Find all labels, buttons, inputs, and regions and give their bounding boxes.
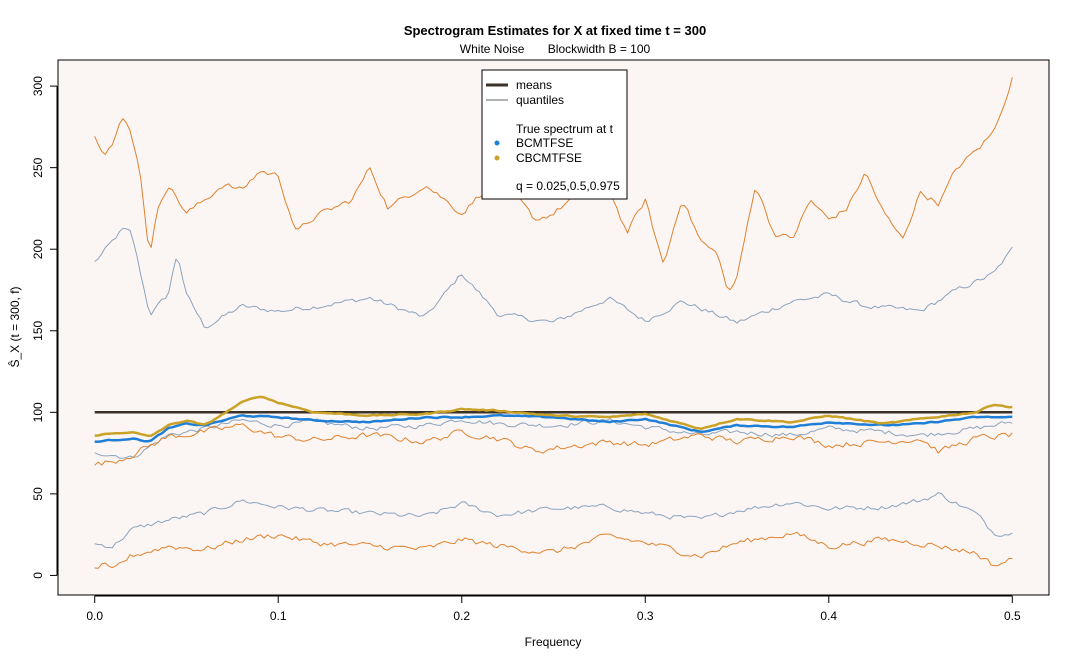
legend-bcmtfse-label: BCMTFSE <box>516 136 573 150</box>
x-axis: 0.0 0.1 0.2 0.3 0.4 0.5 <box>86 595 1021 623</box>
legend-quantiles-label: quantiles <box>516 93 564 107</box>
series-line-bcmtfse-q0-025 <box>94 492 1013 549</box>
series-line-cbcmtfse-q0-5 <box>94 423 1013 466</box>
series-line-bcmtfse-q0-5 <box>94 418 1013 459</box>
x-tick-label: 0.1 <box>270 609 287 623</box>
legend-means-label: means <box>516 78 552 92</box>
legend-bcmtfse-dot <box>494 140 500 146</box>
x-tick-label: 0.5 <box>1004 609 1021 623</box>
legend: means quantiles True spectrum at t BCMTF… <box>481 69 628 200</box>
x-tick-label: 0.3 <box>637 609 654 623</box>
legend-box <box>481 69 628 200</box>
chart-subtitle: White Noise Blockwidth B = 100 <box>460 42 651 56</box>
series-line-bcmtfse-q0-975 <box>94 227 1013 329</box>
y-axis-label: Ŝ_X (t = 300, f) <box>7 286 22 367</box>
y-axis: 0 50 100 150 200 250 300 <box>31 76 58 579</box>
x-tick-label: 0.0 <box>86 609 103 623</box>
series-line-cbcmtfse-q0-025 <box>94 531 1013 569</box>
plot-frame <box>57 59 1050 596</box>
y-tick-label: 300 <box>31 76 45 96</box>
legend-cbcmtfse-dot <box>494 155 500 161</box>
chart-title: Spectrogram Estimates for X at fixed tim… <box>404 23 706 38</box>
legend-heading: True spectrum at t <box>516 122 614 136</box>
x-tick-label: 0.4 <box>820 609 837 623</box>
y-tick-label: 250 <box>31 157 45 177</box>
x-axis-label: Frequency <box>525 635 582 649</box>
y-tick-label: 100 <box>31 402 45 422</box>
legend-cbcmtfse-label: CBCMTFSE <box>516 151 582 165</box>
y-tick-label: 150 <box>31 320 45 340</box>
x-tick-label: 0.2 <box>453 609 470 623</box>
series-layer <box>94 77 1013 569</box>
legend-quantile-note: q = 0.025,0.5,0.975 <box>516 179 620 193</box>
y-tick-label: 200 <box>31 239 45 259</box>
series-line-cbcmtfse <box>94 395 1013 437</box>
y-tick-label: 0 <box>31 572 45 579</box>
series-line-bcmtfse <box>94 413 1013 444</box>
y-tick-label: 50 <box>31 487 45 501</box>
series-line-cbcmtfse-q0-975 <box>94 77 1013 291</box>
